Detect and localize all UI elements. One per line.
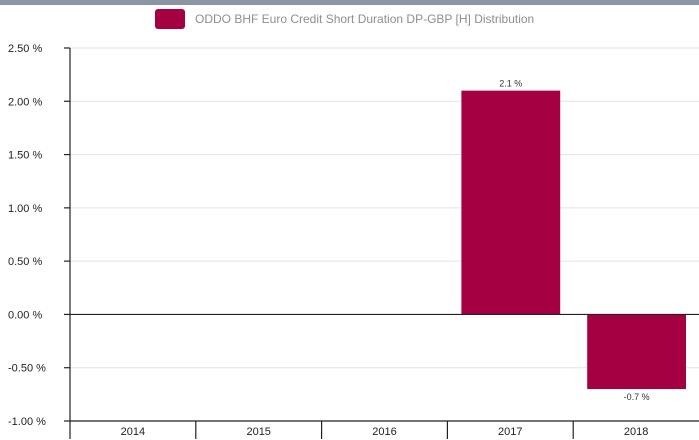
x-tick-label-2017: 2017: [498, 426, 522, 438]
y-tick-label: 1.00 %: [8, 203, 42, 215]
legend-label: ODDO BHF Euro Credit Short Duration DP-G…: [195, 12, 535, 26]
top-border: [0, 0, 699, 5]
y-tick-label: 0.50 %: [8, 256, 42, 268]
legend[interactable]: ODDO BHF Euro Credit Short Duration DP-G…: [155, 8, 534, 30]
x-tick-label-2015: 2015: [246, 426, 270, 438]
y-tick-label: 1.50 %: [8, 150, 42, 162]
bar-2017: [461, 90, 561, 315]
legend-swatch: [155, 9, 185, 29]
bar-2018: [587, 314, 686, 390]
x-tick-label-2016: 2016: [372, 426, 396, 438]
x-tick-label-2014: 2014: [121, 426, 145, 438]
data-label-2017: 2.1 %: [499, 79, 522, 89]
y-tick-label: 0.00 %: [8, 309, 42, 321]
y-tick-label: 2.50 %: [8, 43, 42, 55]
y-tick-label: -1.00 %: [8, 416, 46, 428]
y-tick-label: 2.00 %: [8, 96, 42, 108]
x-tick-label-2018: 2018: [624, 426, 648, 438]
data-label-2018: -0.7 %: [624, 392, 650, 402]
y-tick-label: -0.50 %: [8, 363, 46, 375]
